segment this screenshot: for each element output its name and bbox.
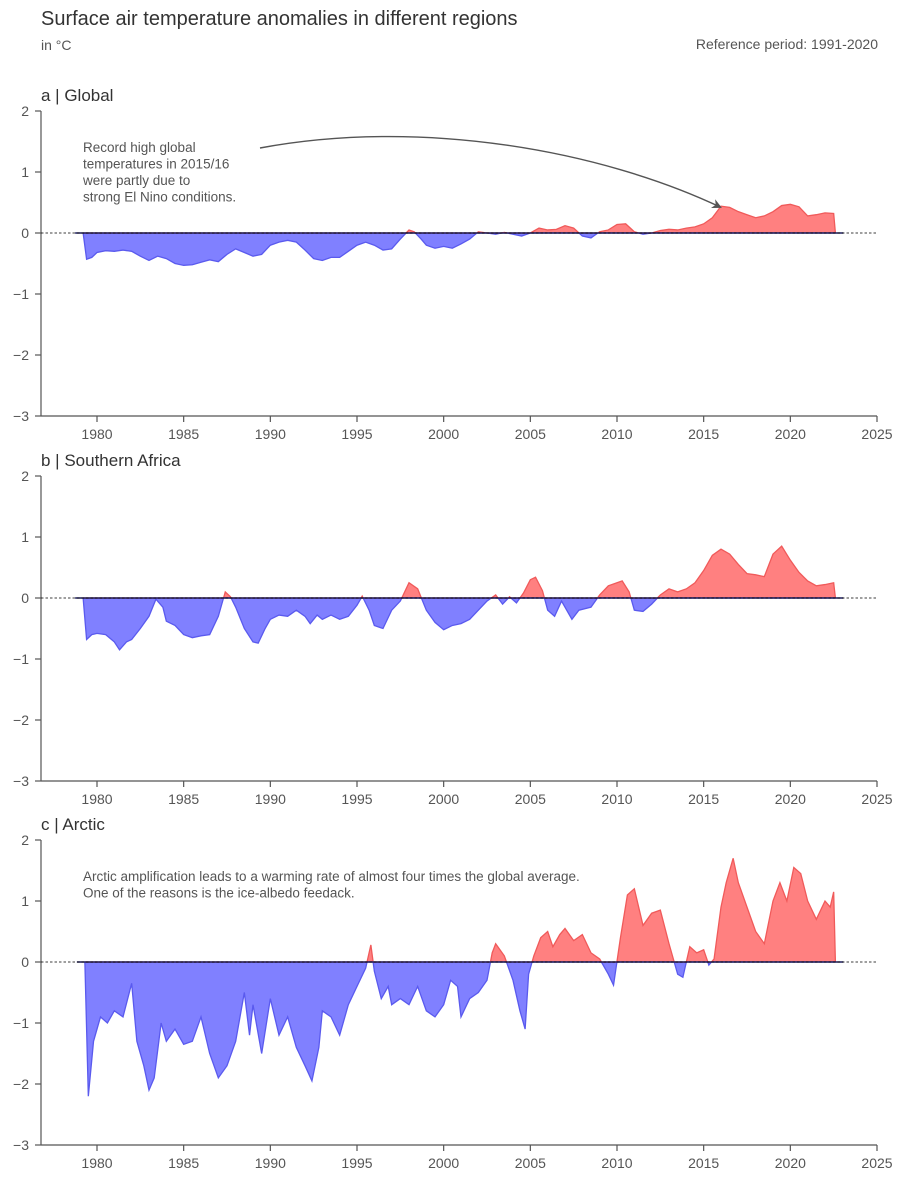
arctic-y-tick-label: 0 [21, 954, 29, 970]
global-annotation-arrow [259, 135, 722, 209]
southern-africa-y-tick-label: 1 [21, 529, 29, 545]
global-y-tick-label: −2 [13, 347, 29, 363]
global-annotation-line: were partly due to [82, 173, 190, 188]
southern-africa-x-tick-label: 2020 [775, 791, 806, 807]
southern-africa-y-tick-label: −2 [13, 712, 29, 728]
global-x-tick-label: 1995 [341, 426, 372, 442]
arctic-x-tick-label: 2015 [688, 1155, 719, 1171]
global-y-tick-label: 1 [21, 164, 29, 180]
arctic-x-tick-label: 2005 [515, 1155, 546, 1171]
southern-africa-x-tick-label: 2005 [515, 791, 546, 807]
global-annotation-line: strong El Nino conditions. [83, 190, 236, 205]
arctic-annotation-line: Arctic amplification leads to a warming … [83, 869, 580, 884]
global-panel-title: a | Global [41, 86, 113, 105]
arctic-y-tick-label: −2 [13, 1076, 29, 1092]
arctic-y-tick-label: 1 [21, 893, 29, 909]
global-x-tick-label: 1980 [81, 426, 112, 442]
global-x-tick-label: 1990 [255, 426, 286, 442]
chart-title: Surface air temperature anomalies in dif… [41, 8, 518, 30]
arctic-negative-area [84, 962, 836, 1097]
global-x-tick-label: 2005 [515, 426, 546, 442]
arctic-y-tick-label: 2 [21, 832, 29, 848]
arctic-annotation-line: One of the reasons is the ice-albedo fee… [83, 886, 355, 901]
southern-africa-y-tick-label: 0 [21, 590, 29, 606]
arctic-y-tick-label: −1 [13, 1015, 29, 1031]
global-annotation-line: Record high global [83, 140, 196, 155]
global-y-tick-label: −1 [13, 286, 29, 302]
arctic-x-tick-label: 1995 [341, 1155, 372, 1171]
southern-africa-x-tick-label: 1985 [168, 791, 199, 807]
arctic-x-tick-label: 2010 [601, 1155, 632, 1171]
global-x-tick-label: 2000 [428, 426, 459, 442]
arctic-x-tick-label: 1980 [81, 1155, 112, 1171]
southern-africa-x-tick-label: 2025 [861, 791, 892, 807]
southern-africa-x-tick-label: 2015 [688, 791, 719, 807]
arctic-positive-area [84, 858, 836, 962]
global-y-tick-label: 2 [21, 103, 29, 119]
reference-period: Reference period: 1991-2020 [695, 36, 878, 52]
global-x-tick-label: 2025 [861, 426, 892, 442]
global-x-tick-label: 2015 [688, 426, 719, 442]
arctic-x-tick-label: 2000 [428, 1155, 459, 1171]
southern-africa-panel-title: b | Southern Africa [41, 451, 181, 470]
arctic-panel-title: c | Arctic [41, 815, 105, 834]
global-y-tick-label: −3 [13, 408, 29, 424]
southern-africa-x-tick-label: 2000 [428, 791, 459, 807]
arctic-x-tick-label: 1985 [168, 1155, 199, 1171]
global-x-tick-label: 1985 [168, 426, 199, 442]
global-y-tick-label: 0 [21, 225, 29, 241]
southern-africa-x-tick-label: 2010 [601, 791, 632, 807]
global-x-tick-label: 2020 [775, 426, 806, 442]
global-annotation-line: temperatures in 2015/16 [83, 157, 229, 172]
global-x-tick-label: 2010 [601, 426, 632, 442]
southern-africa-y-tick-label: 2 [21, 468, 29, 484]
arctic-x-tick-label: 1990 [255, 1155, 286, 1171]
southern-africa-positive-area [83, 546, 836, 598]
arctic-x-tick-label: 2020 [775, 1155, 806, 1171]
southern-africa-x-tick-label: 1990 [255, 791, 286, 807]
unit-note: in °C [41, 37, 72, 53]
southern-africa-y-tick-label: −3 [13, 773, 29, 789]
southern-africa-x-tick-label: 1980 [81, 791, 112, 807]
global-positive-area [83, 204, 836, 233]
southern-africa-x-tick-label: 1995 [341, 791, 372, 807]
arctic-x-tick-label: 2025 [861, 1155, 892, 1171]
global-negative-area [83, 233, 836, 266]
arctic-y-tick-label: −3 [13, 1137, 29, 1153]
southern-africa-y-tick-label: −1 [13, 651, 29, 667]
